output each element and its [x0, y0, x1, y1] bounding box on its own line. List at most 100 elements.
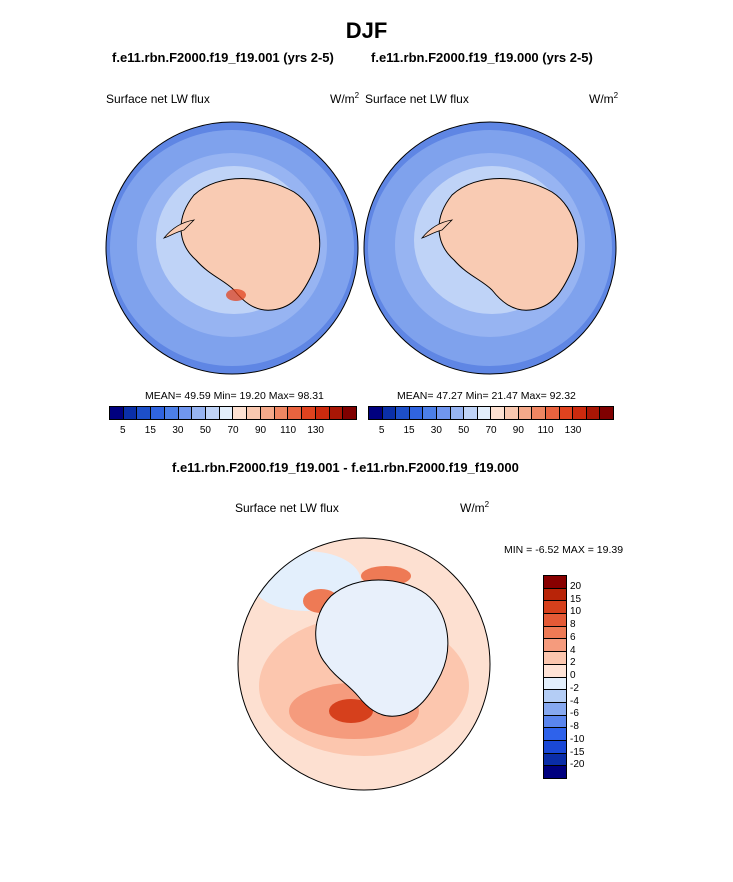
- colorbar-swatch: [477, 407, 492, 419]
- colorbar-tick-label: 110: [537, 425, 554, 436]
- colorbar-swatch: [369, 407, 383, 419]
- colorbar-swatch: [491, 407, 506, 419]
- colorbar-left: [109, 406, 357, 420]
- variable-label-diff: Surface net LW flux: [235, 501, 339, 515]
- colorbar-swatch: [315, 407, 330, 419]
- colorbar-swatch: [545, 407, 560, 419]
- antarctica-land: [181, 178, 320, 311]
- colorbar-tick-label: -4: [570, 695, 579, 707]
- colorbar-swatch: [544, 614, 566, 627]
- colorbar-tick-label: 130: [564, 425, 582, 436]
- colorbar-swatch: [247, 407, 261, 419]
- colorbar-tick-label: 30: [430, 425, 442, 436]
- colorbar-swatch: [288, 407, 303, 419]
- antarctica-land: [439, 178, 578, 311]
- colorbar-tick-label: -6: [570, 708, 579, 720]
- colorbar-tick-label: 8: [570, 619, 576, 630]
- colorbar-tick-label: -2: [570, 682, 579, 694]
- colorbar-swatch: [518, 407, 533, 419]
- variable-label-left: Surface net LW flux: [106, 92, 210, 106]
- colorbar-swatch: [219, 407, 234, 419]
- colorbar-swatch: [573, 407, 587, 419]
- colorbar-tick-label: 0: [570, 670, 576, 681]
- diff-land: [315, 580, 448, 717]
- colorbar-swatch: [600, 407, 613, 419]
- colorbar-swatch: [396, 407, 410, 419]
- colorbar-swatch: [302, 407, 316, 419]
- case-title-left: f.e11.rbn.F2000.f19_f19.001 (yrs 2-5): [112, 50, 334, 65]
- colorbar-swatch: [544, 702, 566, 716]
- colorbar-tick-label: 50: [199, 425, 211, 436]
- colorbar-swatch: [329, 407, 344, 419]
- colorbar-tick-label: 20: [570, 580, 582, 592]
- colorbar-tick-label: 2: [570, 657, 576, 669]
- colorbar-swatch: [544, 652, 566, 665]
- colorbar-tick-label: 70: [485, 425, 497, 436]
- colorbar-tick-label: 50: [458, 425, 470, 436]
- colorbar-tick-label: -20: [570, 759, 585, 771]
- figure-title: DJF: [345, 18, 388, 43]
- map-left: [105, 121, 359, 375]
- colorbar-tick-label: 15: [403, 425, 415, 436]
- colorbar-swatch: [206, 407, 220, 419]
- colorbar-tick-label: 10: [570, 606, 582, 618]
- colorbar-tick-label: -8: [570, 721, 579, 732]
- units-label-left: W/m2: [330, 91, 360, 106]
- colorbar-tick-label: 5: [119, 425, 126, 436]
- colorbar-swatch: [343, 407, 356, 419]
- hotspot: [226, 289, 246, 301]
- colorbar-swatch: [544, 728, 566, 741]
- colorbar-diff: [543, 575, 567, 779]
- colorbar-swatch: [559, 407, 574, 419]
- colorbar-tick-label: -15: [570, 746, 585, 758]
- colorbar-swatch: [110, 407, 124, 419]
- colorbar-swatch: [544, 664, 566, 678]
- colorbar-tick-label: 90: [254, 425, 267, 436]
- colorbar-swatch: [544, 677, 566, 691]
- colorbar-tick-label: 130: [307, 425, 324, 436]
- colorbar-swatch: [164, 407, 179, 419]
- colorbar-swatch: [544, 690, 566, 703]
- colorbar-tick-label: 70: [227, 425, 239, 436]
- coastline: [438, 178, 579, 311]
- colorbar-swatch: [532, 407, 546, 419]
- peninsula: [162, 219, 196, 239]
- units-label-diff: W/m2: [460, 500, 490, 515]
- colorbar-tick-label: 4: [570, 644, 576, 656]
- colorbar-swatch: [137, 407, 152, 419]
- colorbar-swatch: [544, 588, 566, 602]
- diff-title: f.e11.rbn.F2000.f19_f19.001 - f.e11.rbn.…: [172, 460, 519, 475]
- stats-left: MEAN= 49.59 Min= 19.20 Max= 98.31: [145, 390, 324, 402]
- colorbar-swatch: [544, 766, 566, 778]
- colorbar-tick-label: -10: [570, 733, 585, 745]
- colorbar-swatch: [382, 407, 397, 419]
- colorbar-swatch: [544, 740, 566, 754]
- colorbar-swatch: [544, 626, 566, 640]
- colorbar-swatch: [505, 407, 519, 419]
- coastline: [315, 579, 449, 717]
- colorbar-swatch: [544, 715, 566, 729]
- colorbar-tick-label: 90: [512, 425, 524, 436]
- colorbar-tick-label: 15: [144, 425, 156, 436]
- colorbar-swatch: [586, 407, 601, 419]
- colorbar-swatch: [423, 407, 438, 419]
- colorbar-tick-label: 110: [280, 425, 297, 436]
- colorbar-swatch: [151, 407, 165, 419]
- colorbar-swatch: [123, 407, 138, 419]
- colorbar-tick-label: 15: [570, 593, 582, 605]
- colorbar-swatch: [409, 407, 424, 419]
- colorbar-swatch: [544, 639, 566, 653]
- variable-label-right: Surface net LW flux: [365, 92, 469, 106]
- colorbar-swatch: [450, 407, 465, 419]
- colorbar-swatch: [178, 407, 193, 419]
- map-diff: [237, 537, 491, 791]
- colorbar-tick-label: 5: [378, 425, 385, 436]
- colorbar-tick-label: 6: [570, 631, 576, 643]
- colorbar-swatch: [274, 407, 289, 419]
- case-title-right: f.e11.rbn.F2000.f19_f19.000 (yrs 2-5): [371, 50, 593, 65]
- colorbar-swatch: [544, 753, 566, 767]
- coastline: [180, 178, 321, 311]
- colorbar-swatch: [260, 407, 275, 419]
- map-right: [363, 121, 617, 375]
- colorbar-swatch: [464, 407, 478, 419]
